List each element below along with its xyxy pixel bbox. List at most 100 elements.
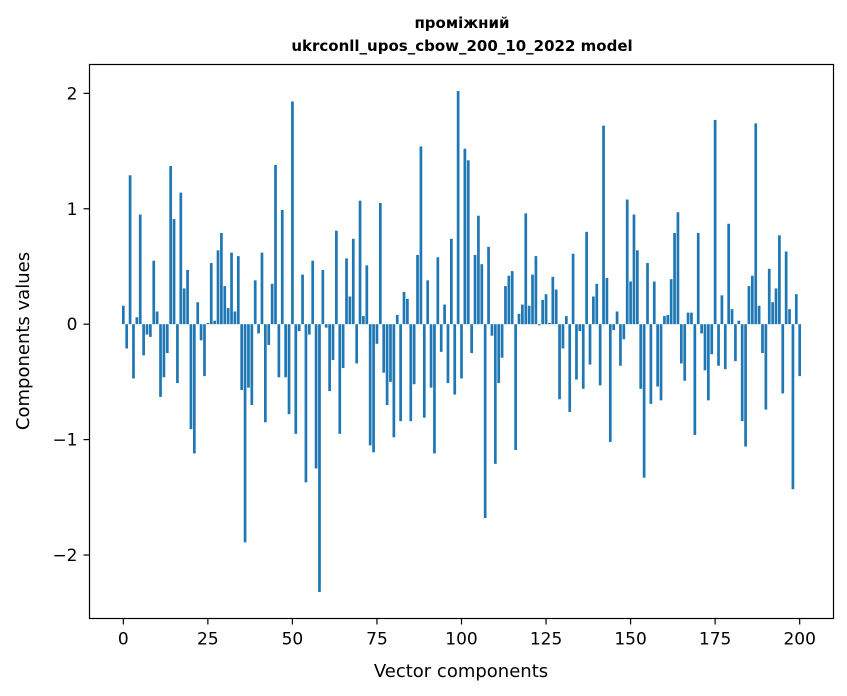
bar <box>517 313 521 325</box>
y-tick-label: −1 <box>52 431 77 451</box>
bar <box>703 324 707 371</box>
bar <box>335 230 338 325</box>
bar <box>521 304 524 325</box>
bar <box>416 254 419 325</box>
bar <box>727 223 731 325</box>
bar <box>169 166 173 325</box>
bar <box>358 200 362 325</box>
bar <box>673 233 676 325</box>
bar <box>747 286 751 325</box>
bar <box>788 309 791 325</box>
bar <box>121 305 125 325</box>
bar <box>216 250 220 325</box>
bar <box>372 324 375 453</box>
bar <box>483 324 487 519</box>
x-axis-ticks: 0 25 50 75 100 125 150 175 200 <box>118 618 816 650</box>
bar <box>487 246 490 325</box>
x-axis-label: Vector components <box>374 661 548 682</box>
bar <box>493 324 497 464</box>
bar <box>301 274 304 325</box>
x-tick-label: 50 <box>282 630 304 650</box>
bar <box>598 324 602 386</box>
bar <box>291 101 294 325</box>
bar <box>412 324 416 385</box>
bar <box>267 324 271 345</box>
bar <box>551 276 555 325</box>
bar <box>284 324 287 378</box>
bar <box>345 258 348 325</box>
bar <box>409 324 413 422</box>
bar <box>456 91 460 325</box>
bar <box>750 275 754 325</box>
bar <box>500 324 504 358</box>
bar <box>226 308 230 325</box>
bar <box>450 238 453 325</box>
bar <box>142 324 145 356</box>
bar <box>477 215 480 325</box>
x-tick-label: 200 <box>783 630 815 650</box>
bar <box>744 324 747 447</box>
bar <box>304 324 308 483</box>
bar <box>571 253 575 325</box>
chart-title-line1: проміжний <box>414 14 509 32</box>
bar <box>602 125 605 325</box>
bar <box>294 324 298 434</box>
bar <box>247 324 250 388</box>
bar <box>125 324 129 349</box>
bar <box>274 164 277 325</box>
bar <box>527 305 531 325</box>
bar <box>419 146 423 325</box>
bar <box>348 296 352 325</box>
bar <box>189 324 193 430</box>
bar <box>223 286 227 325</box>
bar <box>355 324 359 364</box>
bar <box>179 192 183 325</box>
bar <box>663 316 666 325</box>
bar <box>165 324 169 354</box>
bar <box>544 294 548 325</box>
bar <box>632 214 636 325</box>
bar <box>203 324 206 377</box>
bar <box>297 324 301 332</box>
bar <box>314 324 318 469</box>
bar <box>243 324 247 543</box>
bar <box>794 294 798 325</box>
bar <box>473 254 477 325</box>
bar <box>209 263 213 325</box>
bar <box>676 212 680 325</box>
bar <box>622 324 626 340</box>
y-tick-label: 2 <box>67 84 78 104</box>
bar <box>439 324 443 352</box>
bar <box>666 314 670 325</box>
bar <box>757 305 761 325</box>
bar <box>480 264 484 325</box>
bar <box>466 160 470 325</box>
bar <box>510 271 514 325</box>
y-tick-label: 1 <box>67 200 78 220</box>
bar <box>257 324 260 334</box>
bar <box>707 324 710 401</box>
x-tick-label: 0 <box>118 630 129 650</box>
x-tick-label: 150 <box>614 630 646 650</box>
bar <box>690 312 693 325</box>
bar <box>740 324 744 422</box>
bar <box>791 324 795 490</box>
bar <box>389 324 392 382</box>
bar <box>230 252 233 325</box>
bar <box>135 317 139 325</box>
bar <box>608 324 612 442</box>
bar <box>196 302 200 325</box>
bar <box>264 324 267 423</box>
bar <box>578 324 582 332</box>
bar <box>392 324 396 438</box>
bar <box>233 311 237 325</box>
bar <box>585 231 588 325</box>
bar <box>784 251 788 325</box>
bar <box>541 299 545 325</box>
bar <box>362 316 365 325</box>
bar <box>155 311 159 325</box>
bar <box>341 324 345 369</box>
bar <box>253 280 257 325</box>
bar <box>588 324 592 365</box>
bar <box>659 324 663 401</box>
